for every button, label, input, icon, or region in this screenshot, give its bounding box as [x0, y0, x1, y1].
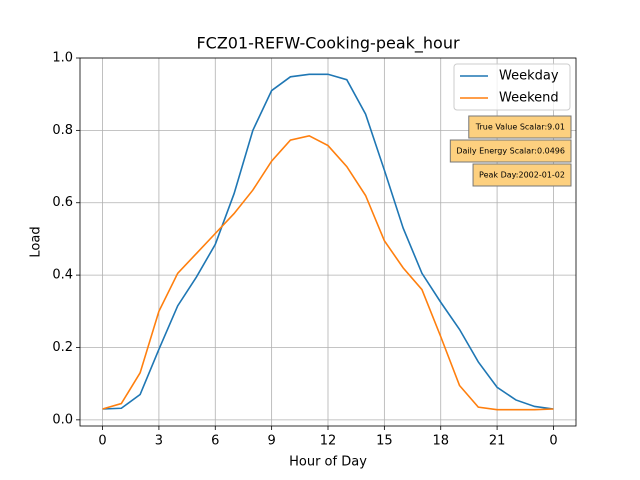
plot-frame: [79, 57, 577, 427]
x-tick-label: 12: [320, 434, 337, 449]
y-axis-label: Load: [29, 226, 44, 257]
chart-title: FCZ01-REFW-Cooking-peak_hour: [196, 34, 460, 54]
series-line: [102, 134, 554, 411]
annotation-text: True Value Scalar:9.01: [475, 123, 565, 132]
x-tick-label: 15: [376, 434, 393, 449]
annotation: Peak Day:2002-01-02: [472, 163, 572, 187]
annotation-box: [472, 163, 572, 187]
x-tick-label: 0: [98, 434, 106, 449]
legend: Weekday Weekend: [453, 63, 571, 111]
legend-label: Weekday: [499, 69, 559, 84]
annotation: Daily Energy Scalar:0.0496: [449, 139, 572, 163]
y-tick-label: 1.0: [52, 51, 73, 66]
y-tick-label: 0.0: [52, 412, 73, 427]
y-tick-label: 0.2: [52, 340, 73, 355]
y-tick-label: 0.6: [52, 195, 73, 210]
legend-label: Weekend: [499, 91, 559, 106]
annotation: True Value Scalar:9.01: [468, 115, 572, 139]
x-tick-label: 6: [211, 434, 219, 449]
annotation-box: [468, 115, 572, 139]
x-tick-label: 9: [267, 434, 275, 449]
x-tick-label: 21: [489, 434, 506, 449]
y-tick-label: 0.8: [52, 123, 73, 138]
x-tick-label: 0: [549, 434, 557, 449]
series-line: [102, 73, 554, 410]
y-tick-label: 0.4: [52, 268, 73, 283]
x-tick-label: 3: [155, 434, 163, 449]
annotation-text: Peak Day:2002-01-02: [479, 171, 565, 180]
annotation-box: [449, 139, 572, 163]
annotation-text: Daily Energy Scalar:0.0496: [456, 147, 565, 156]
x-tick-label: 18: [432, 434, 449, 449]
x-axis-label: Hour of Day: [289, 455, 367, 470]
